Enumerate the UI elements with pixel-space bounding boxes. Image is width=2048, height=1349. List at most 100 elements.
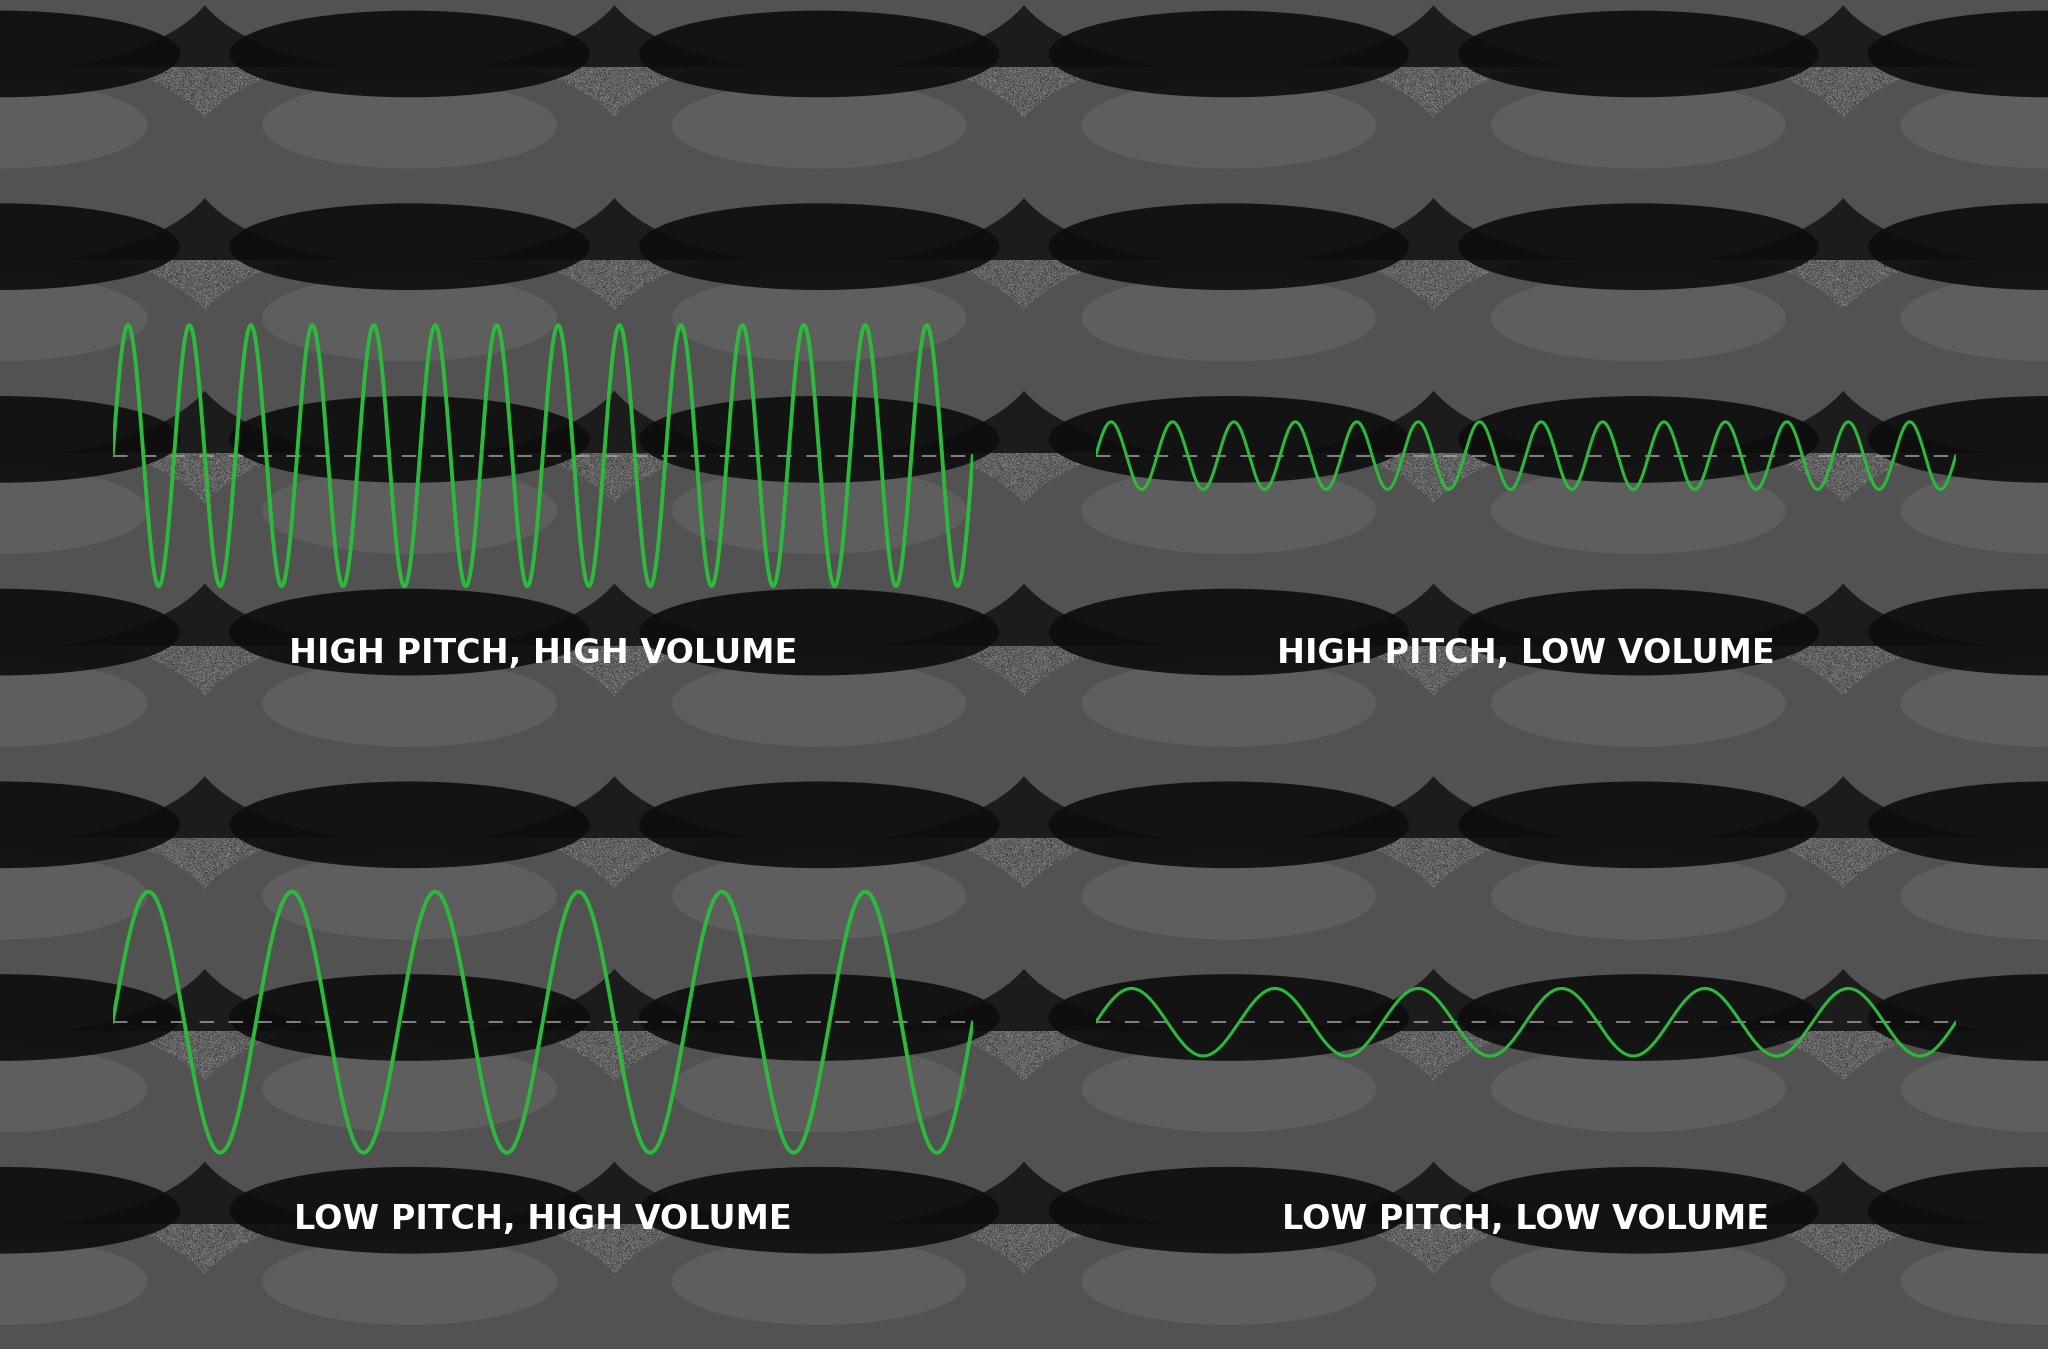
Ellipse shape xyxy=(1458,397,1819,483)
Ellipse shape xyxy=(1008,823,1450,1035)
Ellipse shape xyxy=(598,0,1040,71)
Ellipse shape xyxy=(672,660,967,747)
Ellipse shape xyxy=(1868,11,2048,97)
Ellipse shape xyxy=(0,82,147,169)
Ellipse shape xyxy=(1868,1167,2048,1253)
Ellipse shape xyxy=(229,397,590,483)
Bar xyxy=(0,356,2048,453)
Ellipse shape xyxy=(1081,82,1376,169)
Ellipse shape xyxy=(1901,275,2048,362)
Ellipse shape xyxy=(229,974,590,1060)
Ellipse shape xyxy=(1008,630,1450,842)
Text: LOW PITCH, HIGH VOLUME: LOW PITCH, HIGH VOLUME xyxy=(293,1203,793,1236)
Ellipse shape xyxy=(262,275,557,362)
Ellipse shape xyxy=(0,244,221,457)
Ellipse shape xyxy=(1901,1045,2048,1132)
Ellipse shape xyxy=(639,204,999,290)
Ellipse shape xyxy=(639,11,999,97)
Ellipse shape xyxy=(0,853,147,939)
Bar xyxy=(0,549,2048,646)
Ellipse shape xyxy=(0,588,180,676)
Ellipse shape xyxy=(1417,437,1860,649)
Ellipse shape xyxy=(1458,588,1819,676)
Ellipse shape xyxy=(1049,397,1409,483)
Text: HIGH PITCH, LOW VOLUME: HIGH PITCH, LOW VOLUME xyxy=(1276,637,1776,669)
Ellipse shape xyxy=(188,0,631,71)
Ellipse shape xyxy=(672,1045,967,1132)
Ellipse shape xyxy=(0,1209,221,1349)
Bar xyxy=(0,1321,2048,1349)
Ellipse shape xyxy=(0,1238,147,1325)
Text: LOW PITCH, LOW VOLUME: LOW PITCH, LOW VOLUME xyxy=(1282,1203,1769,1236)
Ellipse shape xyxy=(598,53,1040,264)
Ellipse shape xyxy=(1827,1016,2048,1228)
Ellipse shape xyxy=(1491,1238,1786,1325)
Ellipse shape xyxy=(1049,204,1409,290)
Ellipse shape xyxy=(1458,974,1819,1060)
Ellipse shape xyxy=(0,467,147,554)
Ellipse shape xyxy=(1008,53,1450,264)
Ellipse shape xyxy=(0,53,221,264)
Ellipse shape xyxy=(1049,11,1409,97)
Ellipse shape xyxy=(1491,467,1786,554)
Bar xyxy=(0,742,2048,838)
Ellipse shape xyxy=(1008,244,1450,457)
Ellipse shape xyxy=(1901,1238,2048,1325)
Ellipse shape xyxy=(1868,974,2048,1060)
Ellipse shape xyxy=(1008,437,1450,649)
Ellipse shape xyxy=(262,853,557,939)
Ellipse shape xyxy=(1827,630,2048,842)
Ellipse shape xyxy=(1868,781,2048,869)
Ellipse shape xyxy=(1901,853,2048,939)
Ellipse shape xyxy=(639,781,999,869)
Ellipse shape xyxy=(1081,853,1376,939)
Ellipse shape xyxy=(1008,1209,1450,1349)
Ellipse shape xyxy=(188,823,631,1035)
Ellipse shape xyxy=(0,974,180,1060)
Ellipse shape xyxy=(598,1016,1040,1228)
Ellipse shape xyxy=(1458,11,1819,97)
Ellipse shape xyxy=(1049,588,1409,676)
Ellipse shape xyxy=(1417,53,1860,264)
Ellipse shape xyxy=(1081,467,1376,554)
Ellipse shape xyxy=(188,1016,631,1228)
Ellipse shape xyxy=(262,1045,557,1132)
Text: HIGH PITCH, HIGH VOLUME: HIGH PITCH, HIGH VOLUME xyxy=(289,637,797,669)
Ellipse shape xyxy=(1491,660,1786,747)
Ellipse shape xyxy=(0,437,221,649)
Ellipse shape xyxy=(1008,0,1450,71)
Ellipse shape xyxy=(229,781,590,869)
Ellipse shape xyxy=(1868,588,2048,676)
Ellipse shape xyxy=(262,1238,557,1325)
Ellipse shape xyxy=(188,630,631,842)
Ellipse shape xyxy=(1049,1167,1409,1253)
Bar xyxy=(0,935,2048,1031)
Ellipse shape xyxy=(598,823,1040,1035)
Ellipse shape xyxy=(0,204,180,290)
Ellipse shape xyxy=(598,1209,1040,1349)
Ellipse shape xyxy=(1081,275,1376,362)
Ellipse shape xyxy=(1827,244,2048,457)
Ellipse shape xyxy=(188,1209,631,1349)
Ellipse shape xyxy=(229,204,590,290)
Ellipse shape xyxy=(0,823,221,1035)
Ellipse shape xyxy=(188,53,631,264)
Ellipse shape xyxy=(598,244,1040,457)
Ellipse shape xyxy=(1868,204,2048,290)
Ellipse shape xyxy=(1868,397,2048,483)
Ellipse shape xyxy=(1458,204,1819,290)
Ellipse shape xyxy=(0,275,147,362)
Ellipse shape xyxy=(262,82,557,169)
Ellipse shape xyxy=(0,781,180,869)
Ellipse shape xyxy=(1491,853,1786,939)
Ellipse shape xyxy=(0,630,221,842)
Ellipse shape xyxy=(1827,823,2048,1035)
Ellipse shape xyxy=(1458,781,1819,869)
Ellipse shape xyxy=(1901,82,2048,169)
Ellipse shape xyxy=(672,82,967,169)
Bar xyxy=(0,163,2048,260)
Ellipse shape xyxy=(1081,660,1376,747)
Ellipse shape xyxy=(1458,1167,1819,1253)
Bar xyxy=(0,1128,2048,1224)
Ellipse shape xyxy=(1417,823,1860,1035)
